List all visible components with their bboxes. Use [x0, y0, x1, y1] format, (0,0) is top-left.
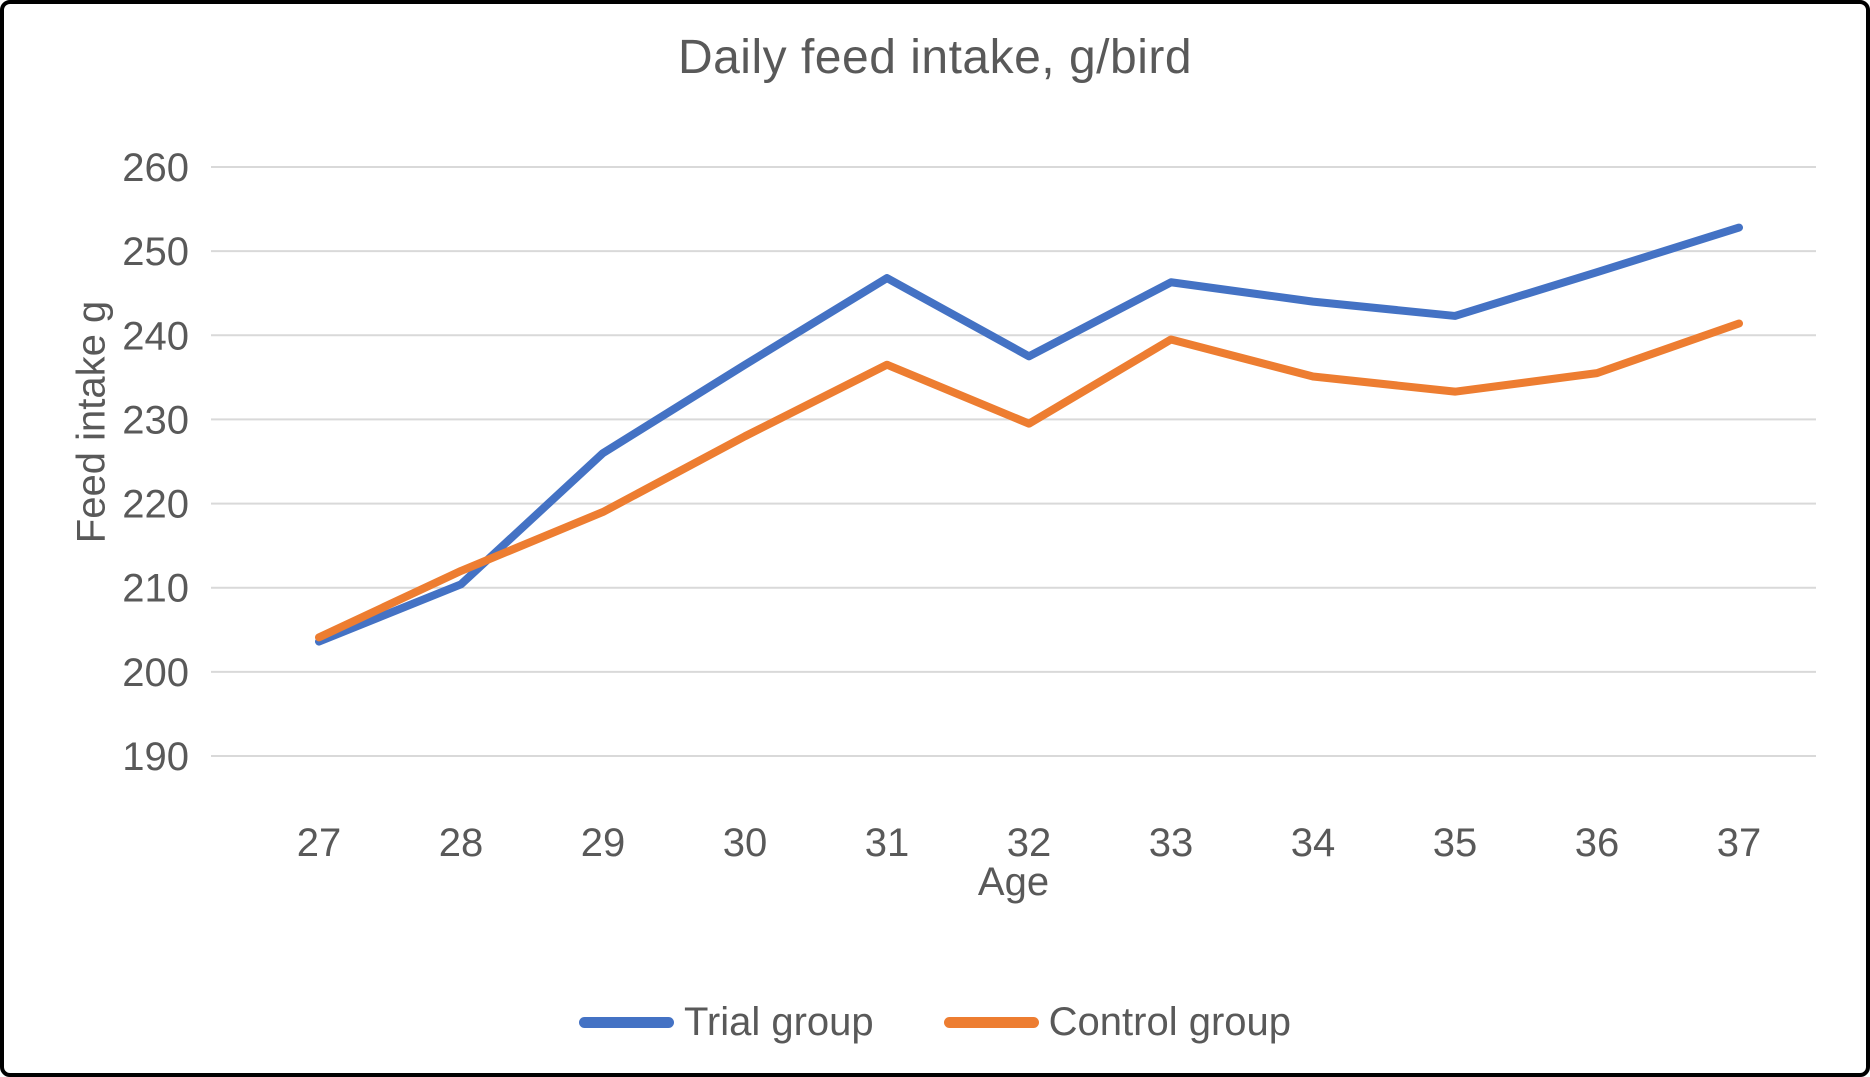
y-tick-label: 260 — [122, 146, 189, 190]
y-tick-label: 210 — [122, 567, 189, 611]
legend-item-trial-group: Trial group — [578, 1000, 874, 1045]
legend-label: Control group — [1048, 1000, 1292, 1044]
line-chart-canvas: 190 200 210 220 230 240 250 260 27 28 29 30 31 32 33 34… — [122, 146, 1816, 865]
legend: Trial group Control group — [4, 1000, 1866, 1045]
y-tick-label: 230 — [122, 398, 189, 442]
x-tick-label: 35 — [1433, 821, 1478, 865]
x-tick-label: 28 — [439, 821, 484, 865]
y-tick-label: 250 — [122, 230, 189, 274]
legend-swatch-icon — [578, 1017, 674, 1028]
x-tick-label: 37 — [1717, 821, 1762, 865]
y-tick-label: 220 — [122, 483, 189, 527]
x-tick-label: 27 — [297, 821, 342, 865]
legend-item-control-group: Control group — [943, 1000, 1292, 1045]
y-tick-label: 190 — [122, 735, 189, 779]
x-tick-label: 29 — [581, 821, 626, 865]
x-tick-label: 31 — [865, 821, 910, 865]
y-tick-label: 240 — [122, 314, 189, 358]
x-tick-label: 34 — [1291, 821, 1336, 865]
legend-swatch-icon — [943, 1017, 1039, 1028]
x-tick-label: 33 — [1149, 821, 1194, 865]
y-tick-label: 200 — [122, 651, 189, 695]
series-line-control-group — [315, 319, 1743, 642]
x-axis-title: Age — [977, 860, 1050, 904]
chart-title: Daily feed intake, g/bird — [677, 31, 1193, 84]
legend-label: Trial group — [683, 1000, 874, 1044]
series-line-trial-group — [315, 223, 1743, 646]
x-tick-label: 30 — [723, 821, 768, 865]
x-tick-label: 36 — [1575, 821, 1620, 865]
x-tick-label: 32 — [1007, 821, 1052, 865]
y-axis-title: Feed intake g — [69, 300, 114, 544]
